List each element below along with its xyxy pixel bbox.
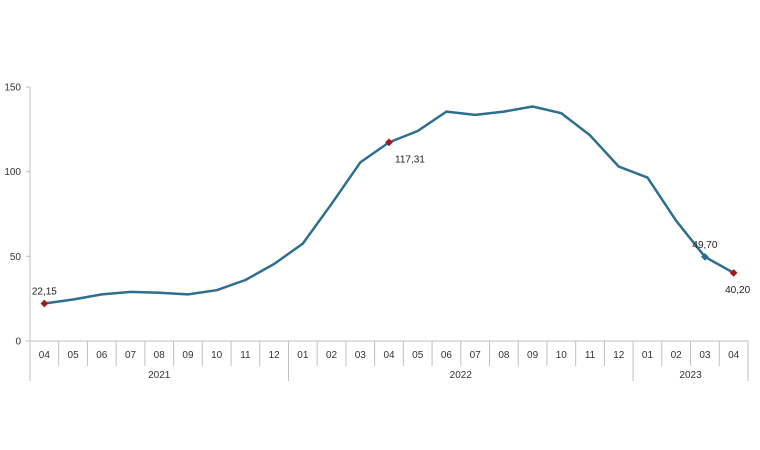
x-tick-label: 01 [297,350,309,361]
y-tick-label: 50 [10,252,22,263]
data-label: 22,15 [32,286,57,297]
x-tick-label: 07 [125,350,137,361]
x-tick-label: 06 [441,350,453,361]
y-tick-label: 150 [4,83,21,94]
data-labels: 22,15 117,31 49,70 40,20 [32,154,751,297]
x-tick-label: 12 [613,350,625,361]
x-tick-label: 05 [412,350,424,361]
y-tick-label: 0 [15,337,21,348]
x-tick-label: 04 [39,350,51,361]
x-tick-label: 09 [182,350,194,361]
x-tick-label: 01 [642,350,654,361]
year-label: 2021 [148,370,171,381]
data-label: 40,20 [725,285,750,296]
x-tick-label: 04 [383,350,395,361]
x-tick-label: 03 [355,350,367,361]
x-tick-label: 05 [68,350,80,361]
year-label: 2023 [679,370,702,381]
x-tick-label: 03 [699,350,711,361]
data-label: 49,70 [692,240,717,251]
x-axis: 04 05 06 07 08 09 10 11 12 01 02 03 04 05 06 07 08 09 10 11… [29,340,749,381]
year-label: 2022 [450,370,473,381]
data-point-marker [729,268,738,277]
series-layer [40,105,738,308]
x-tick-label: 09 [527,350,539,361]
y-axis: 0 50 100 150 [4,83,31,348]
x-tick-label: 11 [585,350,596,361]
x-tick-label: 02 [326,350,338,361]
data-point-marker [385,138,393,147]
data-point-marker [40,299,49,308]
y-tick-label: 100 [4,167,21,178]
series-line [43,105,735,305]
x-tick-label: 10 [211,350,223,361]
x-tick-label: 10 [556,350,568,361]
x-tick-label: 04 [728,350,740,361]
data-point-marker [700,252,709,261]
x-tick-label: 02 [671,350,683,361]
x-tick-label: 11 [240,350,251,361]
x-tick-label: 07 [470,350,482,361]
x-tick-label: 06 [96,350,108,361]
x-tick-label: 08 [498,350,510,361]
x-tick-label: 08 [154,350,166,361]
data-label: 117,31 [395,154,425,165]
x-tick-label: 12 [269,350,281,361]
